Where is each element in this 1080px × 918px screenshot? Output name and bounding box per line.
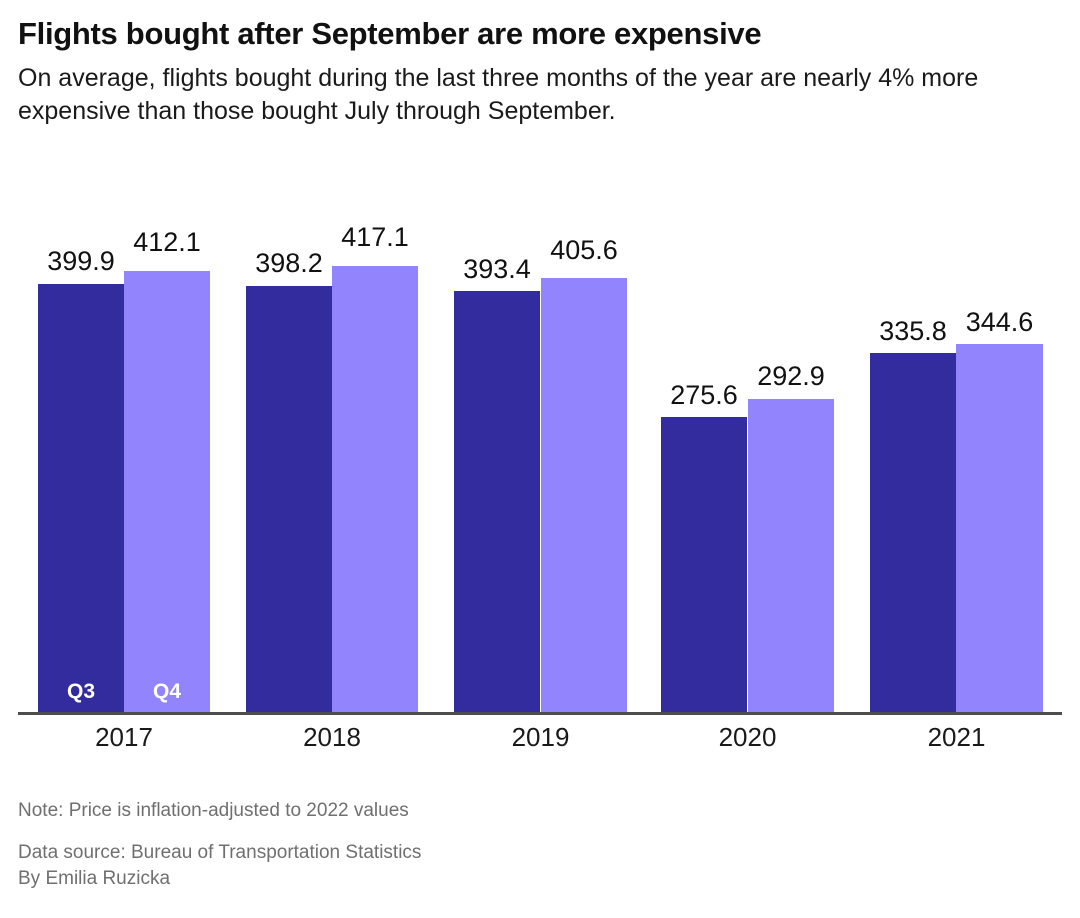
x-tick-2020: 2020 (718, 722, 777, 752)
chart-footer: Note: Price is inflation-adjusted to 202… (18, 798, 1062, 892)
chart-header: Flights bought after September are more … (18, 14, 1062, 128)
bar-value-2020-q4: 292.9 (757, 361, 825, 391)
bar-2017-q3 (38, 284, 124, 712)
inbar-label-q4: Q4 (152, 680, 181, 703)
bar-value-2020-q3: 275.6 (670, 380, 738, 410)
x-axis-line (18, 712, 1062, 715)
bar-2018-q3 (246, 286, 332, 712)
bar-2021-q4 (956, 344, 1043, 712)
bar-value-2017-q4: 412.1 (133, 227, 201, 257)
bar-2017-q4 (124, 271, 210, 712)
plot-area: 399.9 412.1 Q3 Q4 398.2 417.1 393.4 405.… (0, 196, 1080, 716)
x-tick-2018: 2018 (303, 722, 361, 752)
bar-value-2018-q3: 398.2 (255, 248, 323, 278)
bar-value-2019-q3: 393.4 (463, 254, 531, 284)
chart-subtitle: On average, flights bought during the la… (18, 64, 979, 125)
x-tick-2019: 2019 (511, 722, 570, 752)
page-title: Flights bought after September are more … (18, 16, 762, 51)
bar-value-2021-q3: 335.8 (879, 316, 947, 346)
bar-value-2018-q4: 417.1 (341, 222, 409, 252)
bar-value-2021-q4: 344.6 (965, 307, 1034, 337)
bar-value-2017-q3: 399.9 (47, 246, 115, 276)
x-tick-2017: 2017 (95, 722, 153, 752)
bar-2020-q4 (748, 399, 834, 712)
footnote-byline: By Emilia Ruzicka (18, 868, 171, 889)
bar-2018-q4 (332, 266, 418, 712)
x-tick-2021: 2021 (927, 722, 986, 752)
bar-2019-q3 (454, 291, 540, 712)
footnote-note: Note: Price is inflation-adjusted to 202… (18, 800, 409, 821)
footnote-source: Data source: Bureau of Transportation St… (18, 842, 422, 863)
bar-2020-q3 (661, 417, 747, 712)
bar-value-2019-q4: 405.6 (550, 235, 618, 265)
bar-2019-q4 (541, 278, 627, 712)
bar-2021-q3 (870, 353, 956, 712)
inbar-label-q3: Q3 (66, 680, 95, 703)
